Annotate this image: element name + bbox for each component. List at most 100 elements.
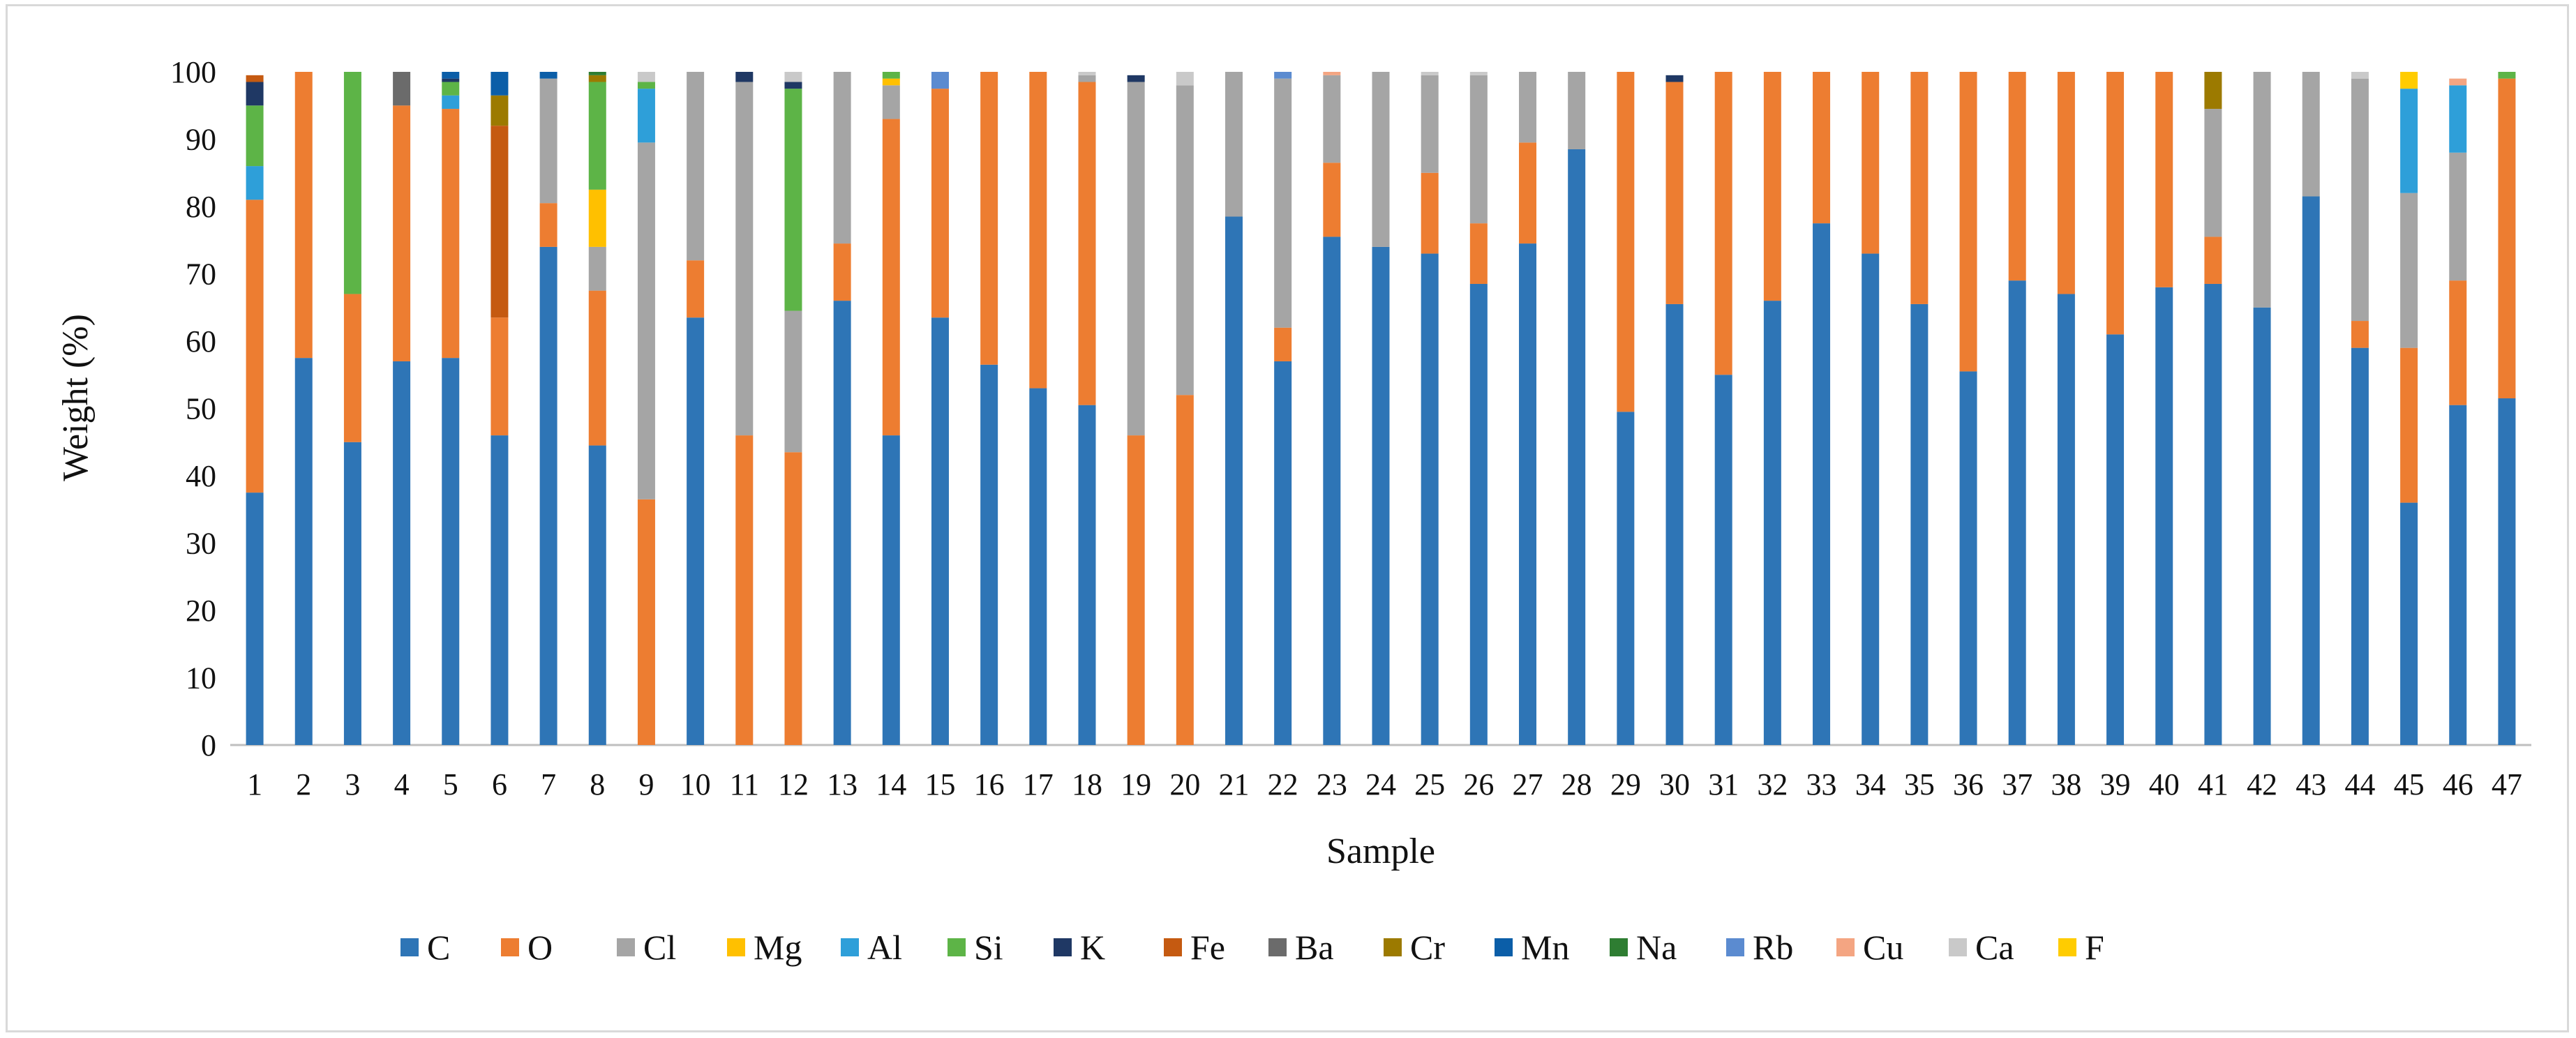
x-tick-label: 1 [247, 767, 262, 802]
bar-segment-O-sample-11 [735, 435, 754, 745]
x-tick-label: 39 [2100, 767, 2131, 802]
x-tick-label: 16 [974, 767, 1005, 802]
legend-swatch-Na [1610, 938, 1628, 956]
bar-segment-O-sample-38 [2057, 72, 2075, 294]
bar-segment-O-sample-6 [491, 317, 509, 436]
legend-swatch-K [1054, 938, 1072, 956]
x-tick-label: 38 [2051, 767, 2081, 802]
bar-segment-Cl-sample-18 [1078, 75, 1096, 82]
bar-segment-O-sample-27 [1519, 142, 1537, 244]
legend-swatch-O [501, 938, 519, 956]
x-tick-label: 31 [1708, 767, 1739, 802]
x-tick-label: 35 [1904, 767, 1935, 802]
bar-segment-Cl-sample-9 [637, 142, 655, 499]
bar-segment-Si-sample-12 [784, 89, 802, 311]
bar-segment-C-sample-17 [1029, 388, 1047, 745]
legend-swatch-Cu [1836, 938, 1855, 956]
bar-segment-C-sample-33 [1813, 223, 1831, 746]
bar-segment-O-sample-20 [1176, 395, 1194, 745]
legend-swatch-Mg [727, 938, 745, 956]
bar-segment-O-sample-7 [539, 203, 557, 247]
legend-swatch-C [400, 938, 419, 956]
bar-segment-Cl-sample-11 [735, 82, 754, 436]
legend-swatch-Cl [617, 938, 635, 956]
bar-segment-C-sample-47 [2498, 398, 2516, 745]
bar-segment-C-sample-39 [2106, 334, 2125, 746]
bar-segment-K-sample-19 [1127, 75, 1145, 82]
y-tick-label: 90 [186, 123, 216, 157]
bar-segment-C-sample-7 [539, 246, 557, 745]
bar-segment-Cl-sample-23 [1323, 75, 1341, 163]
bar-segment-O-sample-45 [2400, 347, 2418, 503]
legend-label-K: K [1080, 928, 1105, 967]
bar-segment-O-sample-40 [2155, 72, 2173, 287]
bar-segment-C-sample-10 [687, 317, 705, 746]
bar-segment-O-sample-32 [1763, 72, 1781, 301]
bar-segment-O-sample-34 [1862, 72, 1880, 254]
bar-segment-C-sample-36 [1959, 371, 1977, 745]
bar-segment-O-sample-4 [393, 105, 411, 361]
bar-segment-C-sample-46 [2449, 405, 2467, 745]
bar-segment-C-sample-1 [246, 492, 264, 746]
y-tick-label: 10 [186, 661, 216, 695]
bar-segment-C-sample-15 [931, 317, 949, 746]
legend-swatch-Rb [1726, 938, 1744, 956]
bar-segment-Rb-sample-15 [931, 72, 949, 89]
x-tick-label: 27 [1513, 767, 1543, 802]
x-tick-label: 32 [1757, 767, 1788, 802]
x-tick-label: 21 [1218, 767, 1249, 802]
bar-segment-O-sample-35 [1910, 72, 1929, 304]
legend-label-F: F [2085, 928, 2104, 967]
legend-swatch-F [2058, 938, 2076, 956]
bar-segment-Cl-sample-12 [784, 310, 802, 453]
bar-segment-Si-sample-47 [2498, 72, 2516, 79]
bar-segment-O-sample-3 [343, 294, 361, 442]
bar-segment-Ca-sample-25 [1421, 72, 1439, 75]
legend-swatch-Cr [1384, 938, 1402, 956]
legend-label-Ba: Ba [1295, 928, 1334, 967]
x-tick-label: 9 [638, 767, 654, 802]
legend-swatch-Ca [1949, 938, 1967, 956]
bar-segment-Ca-sample-18 [1078, 72, 1096, 75]
bar-segment-Rb-sample-22 [1274, 72, 1292, 79]
bar-segment-Mn-sample-7 [539, 72, 557, 79]
bar-segment-Cl-sample-8 [588, 246, 606, 291]
bar-segment-C-sample-24 [1372, 246, 1390, 745]
x-tick-label: 24 [1365, 767, 1396, 802]
bar-segment-C-sample-5 [442, 358, 460, 746]
bar-segment-C-sample-34 [1862, 253, 1880, 745]
legend-label-Fe: Fe [1190, 928, 1225, 967]
bar-segment-O-sample-15 [931, 89, 949, 318]
bar-segment-Cl-sample-43 [2302, 72, 2320, 197]
bar-segment-C-sample-21 [1225, 216, 1243, 746]
bar-segment-F-sample-45 [2400, 72, 2418, 89]
legend-swatch-Fe [1164, 938, 1182, 956]
x-tick-label: 30 [1659, 767, 1690, 802]
bar-segment-Al-sample-9 [637, 89, 655, 143]
bar-segment-C-sample-16 [980, 364, 998, 745]
bar-segment-Mg-sample-14 [882, 78, 900, 86]
bar-segment-C-sample-14 [882, 435, 900, 745]
legend-label-Cu: Cu [1863, 928, 1903, 967]
bar-segment-O-sample-23 [1323, 163, 1341, 237]
bar-segment-Si-sample-3 [343, 72, 361, 294]
x-tick-label: 19 [1121, 767, 1151, 802]
x-tick-label: 47 [2492, 767, 2522, 802]
bar-segment-Cr-sample-8 [588, 75, 606, 82]
bar-segment-C-sample-42 [2253, 307, 2271, 745]
bar-segment-Cl-sample-28 [1568, 72, 1586, 149]
bar-segment-Si-sample-5 [442, 82, 460, 96]
bar-segment-O-sample-33 [1813, 72, 1831, 224]
bar-segment-Cl-sample-44 [2351, 78, 2369, 322]
bar-segment-Mn-sample-6 [491, 72, 509, 96]
bar-segment-C-sample-29 [1617, 412, 1635, 745]
bar-segment-O-sample-1 [246, 200, 264, 493]
bar-segment-C-sample-45 [2400, 502, 2418, 745]
bar-segment-Cl-sample-20 [1176, 85, 1194, 396]
x-tick-label: 41 [2198, 767, 2229, 802]
legend-swatch-Si [948, 938, 966, 956]
legend-swatch-Mn [1495, 938, 1513, 956]
bar-segment-O-sample-8 [588, 290, 606, 446]
legend-label-Al: Al [867, 928, 902, 967]
bar-segment-O-sample-9 [637, 499, 655, 745]
